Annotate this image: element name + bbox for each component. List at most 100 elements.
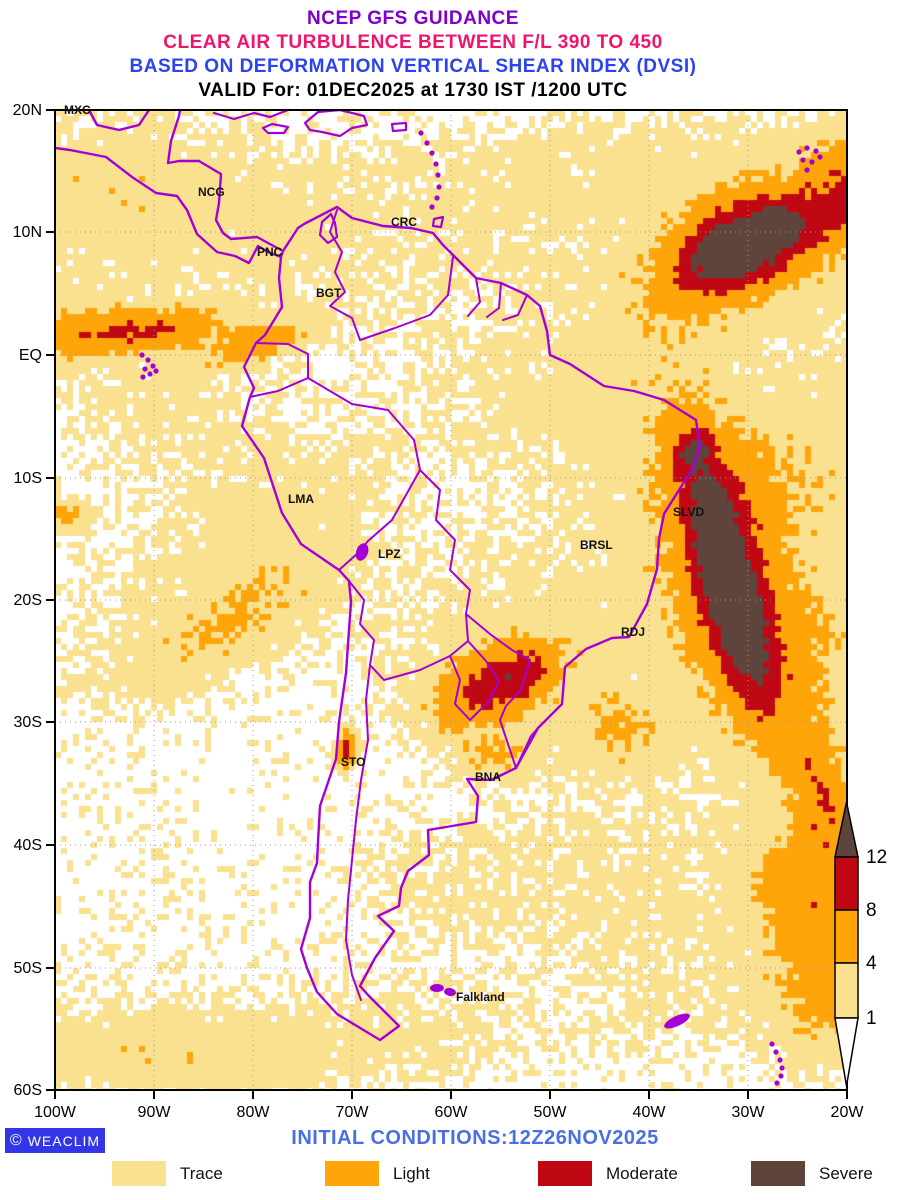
country-border	[307, 377, 421, 471]
y-tick-label: EQ	[19, 347, 42, 364]
legend-swatch-light	[325, 1161, 379, 1186]
legend-swatch-severe	[751, 1161, 805, 1186]
island-dot	[153, 368, 159, 374]
island-dot	[769, 1041, 775, 1047]
city-label-lma: LMA	[288, 492, 314, 506]
y-tick-label: 60S	[14, 1082, 42, 1099]
island-dot	[433, 161, 439, 167]
city-label-sto: STO	[341, 755, 365, 769]
y-tick-label: 20N	[13, 102, 42, 119]
x-tick-label: 80W	[237, 1104, 271, 1121]
coastline	[166, 108, 283, 252]
y-tick-label: 10N	[13, 224, 42, 241]
x-tick-label: 90W	[138, 1104, 172, 1121]
y-tick-label: 30S	[14, 714, 42, 731]
weaclim-logo-text: WEACLIM	[27, 1132, 101, 1149]
weaclim-logo-mark-icon: ©	[9, 1131, 23, 1149]
country-border	[329, 209, 361, 341]
island-dot	[150, 363, 156, 369]
country-border	[359, 256, 454, 341]
city-label-rdj: RDJ	[621, 625, 645, 639]
island-dot	[424, 140, 430, 146]
legend-swatch-trace	[112, 1161, 166, 1186]
coastline	[87, 108, 151, 132]
x-tick-label: 20W	[831, 1104, 865, 1121]
island-dot	[804, 145, 810, 151]
island-dot	[139, 352, 145, 358]
country-border	[345, 664, 371, 1001]
colorbar-segment	[834, 962, 859, 1019]
island-fill	[430, 984, 444, 992]
country-border	[369, 613, 469, 681]
island-dot	[773, 1049, 779, 1055]
y-tick-label: 50S	[14, 960, 42, 977]
island-dot	[142, 366, 148, 372]
country-border	[338, 469, 421, 571]
legend-label-moderate: Moderate	[606, 1164, 678, 1183]
country-border	[249, 353, 309, 398]
title-line-1: NCEP GFS GUIDANCE	[307, 8, 519, 29]
colorbar-segment	[834, 856, 859, 911]
island-dot	[809, 159, 815, 165]
legend-label-trace: Trace	[180, 1164, 223, 1183]
x-tick-label: 60W	[435, 1104, 469, 1121]
title-line-2: CLEAR AIR TURBULENCE BETWEEN F/L 390 TO …	[163, 32, 663, 53]
legend-swatch-moderate	[538, 1161, 592, 1186]
initial-conditions-text: INITIAL CONDITIONS:12Z26NOV2025	[291, 1127, 659, 1149]
coastline	[240, 205, 702, 1042]
coastline	[53, 146, 283, 265]
country-border	[486, 282, 502, 318]
island-dot	[435, 172, 441, 178]
city-label-falkland: Falkland	[456, 990, 505, 1004]
y-tick-label: 20S	[14, 592, 42, 609]
island-dot	[800, 157, 806, 163]
island-outline	[318, 212, 339, 245]
y-tick-label: 40S	[14, 837, 42, 854]
y-tick-label: 10S	[14, 470, 42, 487]
legend-label-light: Light	[393, 1164, 430, 1183]
colorbar-label: 8	[866, 900, 877, 921]
island-outline	[212, 108, 290, 121]
colorbar-segment	[834, 801, 859, 858]
island-dot	[779, 1065, 785, 1071]
x-tick-label: 30W	[732, 1104, 766, 1121]
island-dot	[813, 148, 819, 154]
city-label-pnc: PNC	[257, 245, 283, 259]
island-fill	[355, 543, 369, 561]
country-border	[499, 659, 531, 769]
island-dot	[804, 167, 810, 173]
city-label-bna: BNA	[475, 770, 501, 784]
legend-label-severe: Severe	[819, 1164, 873, 1183]
colorbar-label: 12	[866, 847, 887, 868]
island-outline	[431, 215, 445, 229]
country-border	[467, 277, 481, 317]
island-dot	[817, 154, 823, 160]
title-line-3: BASED ON DEFORMATION VERTICAL SHEAR INDE…	[129, 56, 697, 77]
country-border	[255, 342, 309, 355]
title-line-4: VALID For: 01DEC2025 at 1730 IST /1200 U…	[198, 80, 628, 101]
island-dot	[145, 357, 151, 363]
island-dot	[140, 374, 146, 380]
colorbar-label: 1	[866, 1008, 877, 1029]
city-label-bgt: BGT	[316, 286, 342, 300]
island-dot	[429, 150, 435, 156]
colorbar-segment	[834, 909, 859, 964]
island-fill	[664, 1013, 690, 1029]
island-dot	[796, 149, 802, 155]
island-dot	[434, 195, 440, 201]
country-border	[419, 469, 531, 661]
city-label-mxc: MXC	[64, 103, 91, 117]
city-label-brsl: BRSL	[580, 538, 613, 552]
island-outline	[261, 122, 290, 135]
city-label-ncg: NCG	[198, 185, 225, 199]
x-tick-label: 70W	[336, 1104, 370, 1121]
country-border	[515, 727, 539, 769]
island-dot	[418, 130, 424, 136]
island-dot	[774, 1080, 780, 1086]
island-dot	[429, 204, 435, 210]
colorbar-segment	[834, 1017, 859, 1087]
island-fill	[444, 987, 456, 997]
country-border	[449, 640, 500, 721]
